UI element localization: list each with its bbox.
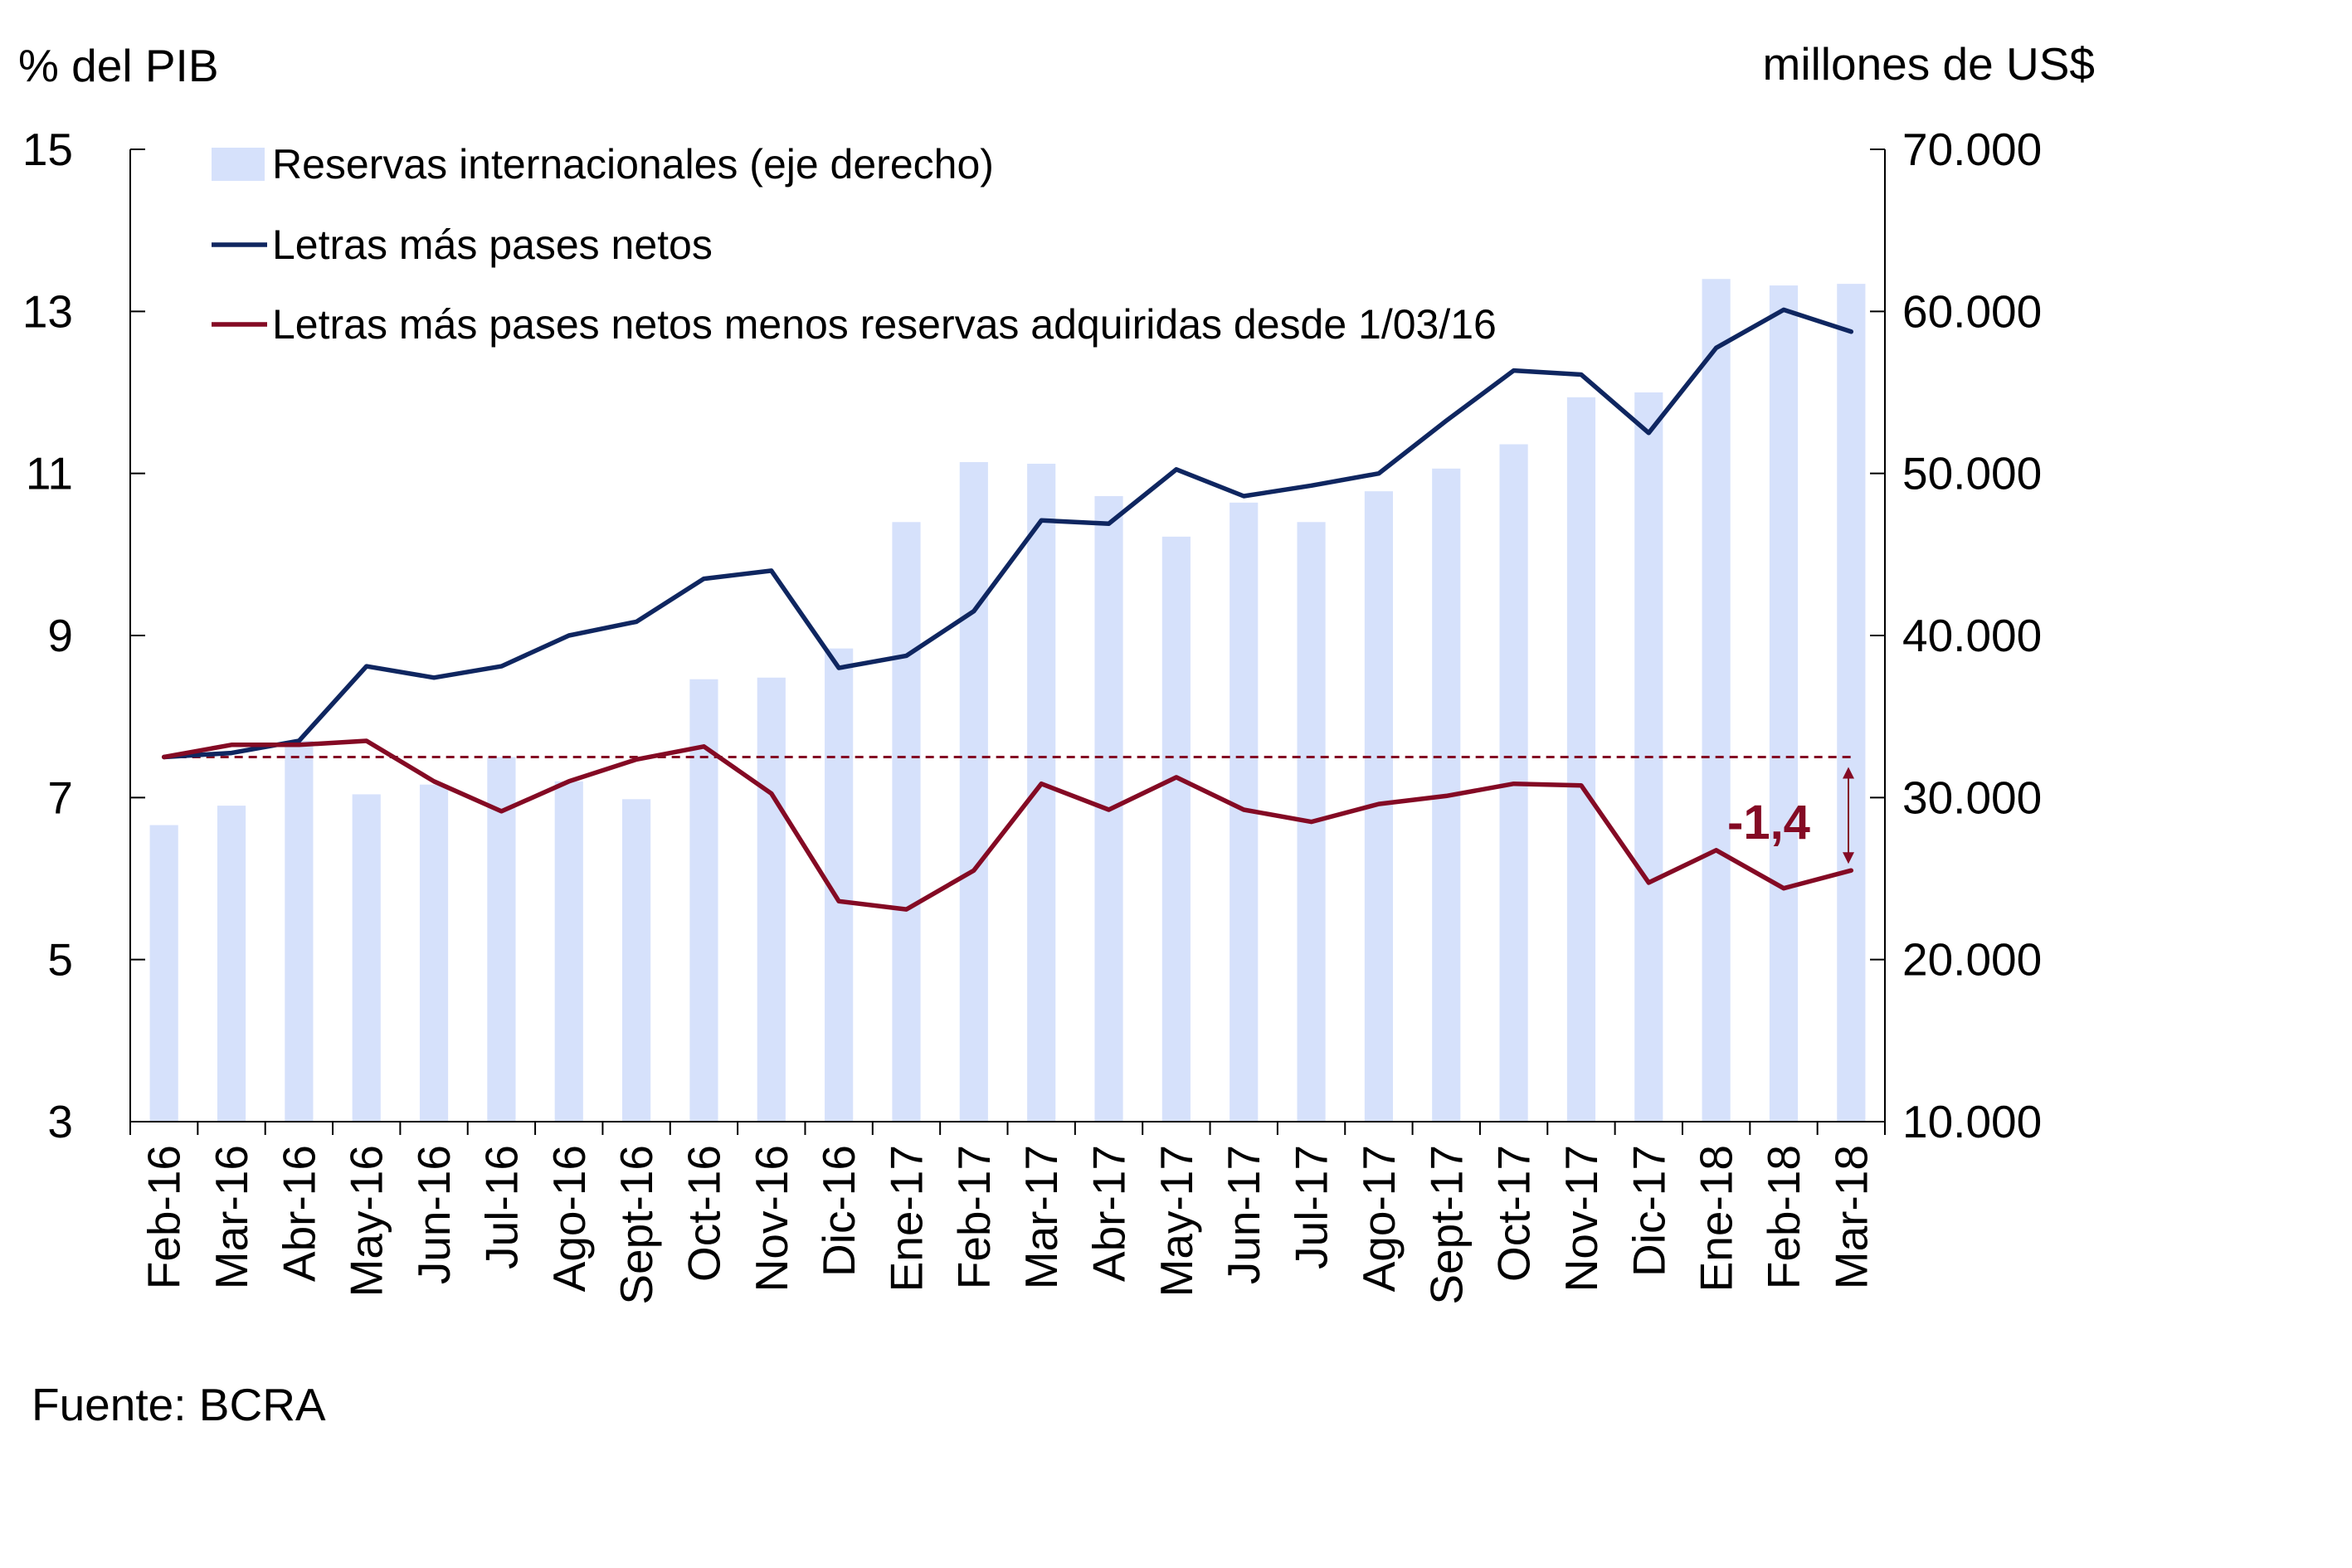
source-note: Fuente: BCRA (32, 1379, 326, 1430)
left-tick-label: 5 (47, 934, 73, 986)
bars-layer (149, 279, 1866, 1122)
x-tick-label: Feb-17 (948, 1145, 1000, 1289)
x-tick-label: Sept-17 (1420, 1145, 1472, 1305)
x-tick-label: Ago-16 (543, 1145, 595, 1292)
x-tick-label: Sept-16 (611, 1145, 662, 1305)
right-tick-label: 60.000 (1902, 285, 2042, 337)
bar-Jul-16 (487, 757, 516, 1122)
annotation-arrowhead-down (1843, 852, 1854, 864)
x-tick-label: Jun-16 (408, 1145, 460, 1284)
bar-Ago-16 (554, 781, 583, 1122)
bar-May-16 (352, 794, 381, 1122)
legend-label: Letras más pases netos (272, 222, 713, 268)
bar-Mar-17 (1027, 463, 1056, 1122)
bar-Sept-16 (622, 799, 651, 1122)
x-tick-label: May-17 (1151, 1145, 1202, 1297)
x-tick-label: May-16 (341, 1145, 392, 1297)
x-tick-label: Ene-17 (880, 1145, 932, 1292)
legend-label: Letras más pases netos menos reservas ad… (272, 301, 1497, 348)
x-tick-label: Ene-18 (1691, 1145, 1742, 1292)
legend: Reservas internacionales (eje derecho) Le… (212, 141, 1497, 348)
left-axis-title: % del PIB (18, 40, 219, 91)
x-tick-label: Nov-17 (1556, 1145, 1607, 1292)
annotation-layer: -1,4 (1727, 767, 1854, 864)
bar-May-17 (1161, 536, 1191, 1122)
x-tick-label: Abr-16 (273, 1145, 324, 1282)
annotation-arrowhead-up (1843, 767, 1854, 779)
left-tick-label: 13 (22, 285, 73, 337)
bar-Feb-16 (149, 825, 178, 1122)
x-tick-label: Oct-16 (678, 1145, 729, 1282)
legend-swatch-bar (212, 148, 265, 181)
bar-Feb-18 (1769, 285, 1799, 1122)
bar-Feb-17 (959, 461, 988, 1122)
series-line-letras-menos-reservas (161, 738, 1854, 912)
bar-Ene-17 (892, 522, 921, 1122)
axes-layer: 3 5 7 9 11 13 15 10.000 20.000 30.000 40.000 50.000… (22, 124, 2042, 1305)
x-tick-label: Dic-17 (1623, 1145, 1674, 1277)
x-tick-label: Dic-16 (813, 1145, 864, 1277)
left-tick-label: 11 (26, 448, 73, 499)
bar-Abr-16 (285, 740, 314, 1122)
x-tick-label: Mar-18 (1825, 1145, 1877, 1289)
x-tick-label: Jul-16 (475, 1145, 527, 1269)
x-tick-label: Feb-18 (1758, 1145, 1809, 1289)
lines-layer (161, 307, 1854, 912)
series-line-letras (161, 307, 1854, 760)
annotation-label: -1,4 (1727, 796, 1810, 850)
x-tick-label: Mar-17 (1015, 1145, 1067, 1289)
bar-Nov-16 (757, 677, 786, 1122)
bar-Mar-18 (1837, 284, 1866, 1122)
x-tick-label: Jun-17 (1218, 1145, 1269, 1284)
x-tick-label: Nov-16 (746, 1145, 797, 1292)
x-tick-label: Abr-17 (1083, 1145, 1135, 1282)
bar-Nov-17 (1566, 397, 1596, 1122)
bar-Jun-16 (419, 784, 449, 1122)
right-tick-label: 20.000 (1902, 934, 2042, 986)
right-tick-label: 10.000 (1902, 1096, 2042, 1147)
right-tick-label: 70.000 (1902, 124, 2042, 175)
left-tick-label: 15 (22, 124, 73, 175)
x-tick-label: Mar-16 (206, 1145, 257, 1289)
left-tick-label: 3 (47, 1096, 73, 1147)
left-tick-label: 7 (47, 772, 73, 823)
right-tick-label: 30.000 (1902, 772, 2042, 823)
bar-Ene-18 (1702, 279, 1731, 1122)
right-tick-label: 40.000 (1902, 610, 2042, 661)
right-axis-title: millones de US$ (1763, 38, 2095, 90)
right-tick-label: 50.000 (1902, 448, 2042, 499)
x-tick-label: Oct-17 (1488, 1145, 1540, 1282)
legend-label: Reservas internacionales (eje derecho) (272, 141, 994, 187)
left-tick-label: 9 (47, 610, 73, 661)
bar-Mar-16 (217, 806, 246, 1122)
x-tick-label: Feb-16 (139, 1145, 190, 1289)
x-tick-label: Jul-17 (1286, 1145, 1337, 1269)
x-tick-label: Ago-17 (1353, 1145, 1405, 1292)
